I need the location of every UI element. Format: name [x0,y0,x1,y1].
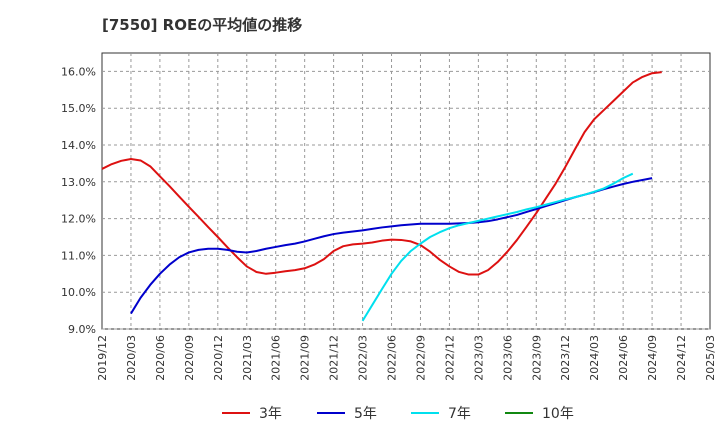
legend: 3年 5年 7年 10年 [222,406,574,422]
y-tick-label: 11.0% [61,249,96,262]
x-tick-label: 2020/06 [154,335,167,381]
legend-label-0: 3年 [259,406,282,422]
y-tick-label: 15.0% [61,102,96,115]
x-tick-label: 2021/06 [270,335,283,381]
x-tick-label: 2021/09 [299,335,312,381]
x-tick-label: 2022/09 [414,335,427,381]
x-tick-label: 2024/12 [675,335,688,381]
x-tick-label: 2023/03 [472,335,485,381]
legend-label-1: 5年 [354,406,377,422]
x-tick-label: 2024/09 [646,335,659,381]
x-tick-label: 2020/03 [125,335,138,381]
grid-lines [102,53,710,330]
y-tick-label: 10.0% [61,286,96,299]
x-tick-label: 2022/06 [386,335,399,381]
y-tick-label: 12.0% [61,213,96,226]
x-tick-label: 2023/12 [559,335,572,381]
y-tick-label: 13.0% [61,176,96,189]
plot-area [101,52,711,330]
series-line-0 [101,71,662,276]
series-lines [101,71,662,322]
x-tick-label: 2024/03 [588,335,601,381]
x-tick-label: 2023/09 [530,335,543,381]
y-tick-label: 16.0% [61,65,96,78]
x-tick-label: 2023/06 [501,335,514,381]
x-tick-label: 2022/12 [443,335,456,381]
legend-label-3: 10年 [542,406,574,422]
x-tick-label: 2021/03 [241,335,254,381]
x-tick-label: 2020/12 [212,335,225,381]
y-tick-label: 9.0% [68,323,96,336]
series-line-2 [361,172,634,322]
chart-title: [7550] ROEの平均値の推移 [102,16,303,34]
legend-label-2: 7年 [448,406,471,422]
x-tick-label: 2021/12 [328,335,341,381]
x-tick-label: 2024/06 [617,335,630,381]
y-tick-label: 14.0% [61,139,96,152]
x-tick-label: 2025/03 [704,335,717,381]
x-tick-label: 2022/03 [357,335,370,381]
y-axis-ticks: 9.0% 10.0% 11.0% 12.0% 13.0% 14.0% 15.0% 16.0% [61,65,96,336]
x-tick-label: 2019/12 [96,335,109,381]
x-axis-ticks: 2019/12 2020/03 2020/06 2020/09 2020/12 2021/… [96,335,717,381]
x-tick-label: 2020/09 [183,335,196,381]
